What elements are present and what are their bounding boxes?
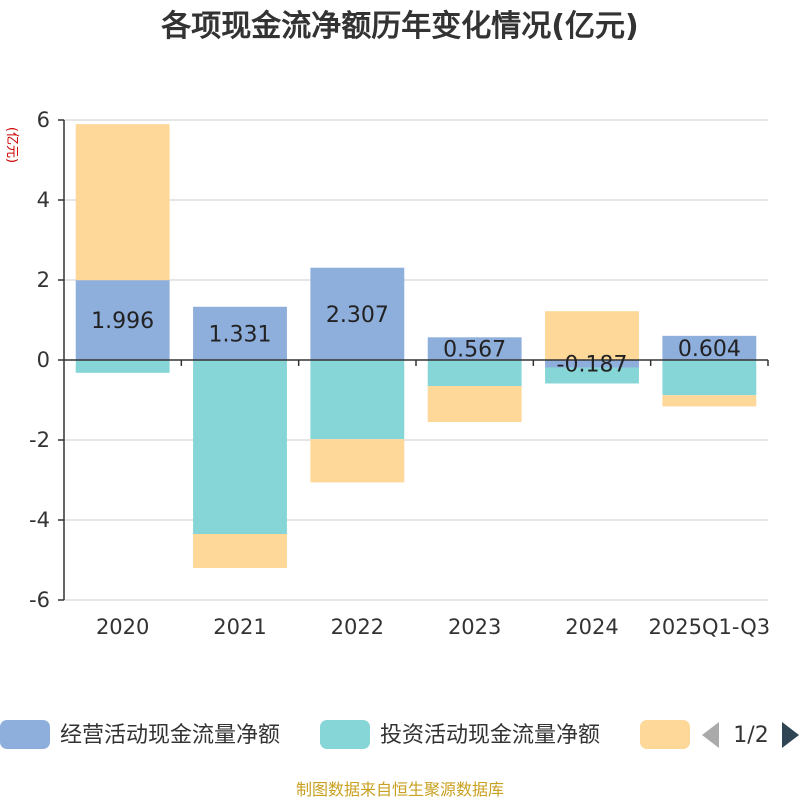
bar-series1-2020[interactable] <box>75 280 170 360</box>
y-tick-label: -2 <box>29 428 50 452</box>
bar-series2-2020[interactable] <box>75 360 170 373</box>
bar-series1-2024[interactable] <box>545 360 639 368</box>
legend-item-3[interactable] <box>640 720 690 749</box>
y-tick-label: 0 <box>37 348 50 372</box>
bar-series1-2023[interactable] <box>427 337 522 360</box>
y-axis-label: (亿元) <box>4 127 19 163</box>
legend-label: 经营活动现金流量净额 <box>60 723 280 748</box>
legend-swatch <box>320 720 370 749</box>
data-label: 0.567 <box>443 338 506 363</box>
bar-series1-2025q1-q3[interactable] <box>662 335 757 360</box>
x-tick-label: 2025Q1-Q3 <box>649 615 771 639</box>
legend-item-1[interactable]: 经营活动现金流量净额 <box>0 720 280 749</box>
axes: -6 -4 -2 0 2 4 6 2020 2021 2022 2023 2024 2025Q1-Q3 <box>29 108 770 639</box>
bar-series3-2024[interactable] <box>545 311 639 360</box>
y-tick-label: 6 <box>37 108 50 132</box>
bar-series2-2021[interactable] <box>193 360 287 534</box>
legend-next-arrow-icon[interactable] <box>782 722 799 748</box>
bar-series2-2022[interactable] <box>310 360 405 440</box>
legend-pager: 1/2 <box>702 722 799 748</box>
x-tick-label: 2021 <box>213 615 266 639</box>
bar-series3-2021[interactable] <box>193 534 287 568</box>
legend-label: 投资活动现金流量净额 <box>380 723 600 748</box>
bar-series2-2024[interactable] <box>545 367 639 384</box>
source-note: 制图数据来自恒生聚源数据库 <box>296 780 504 799</box>
data-label: 0.604 <box>678 337 741 362</box>
bar-series3-2020[interactable] <box>75 124 170 281</box>
bar-series3-2023[interactable] <box>427 386 522 422</box>
grid <box>64 119 768 601</box>
bar-series3-2025q1-q3[interactable] <box>662 395 757 407</box>
legend-prev-arrow-icon[interactable] <box>702 722 719 748</box>
y-tick-label: -4 <box>29 508 50 532</box>
bar-series2-2023[interactable] <box>427 360 522 386</box>
data-label: 1.996 <box>91 309 154 334</box>
data-label: 1.331 <box>209 322 272 347</box>
y-tick-label: 4 <box>37 188 50 212</box>
y-tick-label: 2 <box>37 268 50 292</box>
legend-item-2[interactable]: 投资活动现金流量净额 <box>320 720 600 749</box>
bars <box>75 124 757 568</box>
x-tick-label: 2024 <box>565 615 618 639</box>
legend-swatch <box>640 720 690 749</box>
chart-title: 各项现金流净额历年变化情况(亿元) <box>160 9 638 44</box>
legend: 经营活动现金流量净额 投资活动现金流量净额 <box>0 720 690 749</box>
bar-series1-2022[interactable] <box>310 267 405 360</box>
y-tick-label: -6 <box>29 588 50 612</box>
bar-series1-2021[interactable] <box>193 306 287 360</box>
bar-series2-2025q1-q3[interactable] <box>662 360 757 396</box>
data-label: 2.307 <box>326 303 389 328</box>
bar-series3-2022[interactable] <box>310 439 405 483</box>
data-labels: 1.996 1.331 2.307 0.567 -0.187 0.604 <box>91 303 741 378</box>
x-tick-label: 2022 <box>331 615 384 639</box>
legend-page-indicator: 1/2 <box>733 723 768 748</box>
data-label: -0.187 <box>557 353 628 378</box>
legend-swatch <box>0 720 50 749</box>
x-tick-label: 2023 <box>448 615 501 639</box>
x-tick-label: 2020 <box>96 615 149 639</box>
